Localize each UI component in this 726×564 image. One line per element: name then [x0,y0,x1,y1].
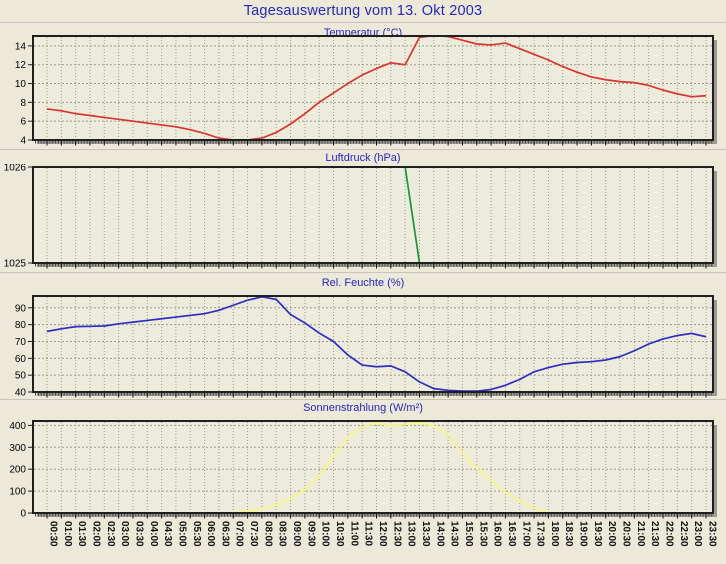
svg-text:18:30: 18:30 [563,521,574,547]
svg-text:17:00: 17:00 [520,521,531,547]
svg-text:02:00: 02:00 [90,521,101,547]
svg-text:6: 6 [20,117,26,128]
svg-text:20:30: 20:30 [621,521,632,547]
svg-text:200: 200 [9,465,26,476]
svg-text:12: 12 [15,60,27,71]
svg-text:00:30: 00:30 [48,521,59,547]
svg-text:04:30: 04:30 [162,521,173,547]
svg-text:13:00: 13:00 [406,521,417,547]
svg-text:4: 4 [20,136,26,147]
svg-text:11:00: 11:00 [348,521,359,546]
svg-text:90: 90 [15,303,27,314]
svg-text:23:00: 23:00 [692,521,703,547]
chart-title-radiation: Sonnenstrahlung (W/m²) [303,402,423,414]
separator-line [0,272,726,274]
svg-text:22:00: 22:00 [664,521,675,547]
svg-text:10:00: 10:00 [320,521,331,547]
separator-line [0,399,726,401]
svg-text:16:30: 16:30 [506,521,517,547]
svg-text:300: 300 [9,443,26,454]
chart-title-humidity: Rel. Feuchte (%) [321,277,405,289]
humidity-chart: 40 50 60 70 80 90 [15,295,717,399]
svg-text:10: 10 [15,79,27,90]
svg-text:1025: 1025 [4,259,27,270]
svg-text:15:00: 15:00 [463,521,474,547]
svg-text:80: 80 [15,320,27,331]
svg-text:08:30: 08:30 [277,521,288,547]
page-title: Tagesauswertung vom 13. Okt 2003 [243,3,483,19]
svg-text:18:00: 18:00 [549,521,560,547]
svg-text:02:30: 02:30 [105,521,116,547]
svg-text:03:30: 03:30 [133,521,144,547]
svg-text:09:00: 09:00 [291,521,302,547]
svg-text:70: 70 [15,337,27,348]
svg-text:20:00: 20:00 [606,521,617,547]
svg-text:22:30: 22:30 [678,521,689,547]
svg-text:400: 400 [9,421,26,432]
svg-text:14:30: 14:30 [449,521,460,547]
svg-text:19:00: 19:00 [578,521,589,547]
svg-text:14:00: 14:00 [434,521,445,547]
svg-text:01:30: 01:30 [76,521,87,547]
separator-line [0,22,726,24]
separator-line [0,149,726,151]
svg-text:23:30: 23:30 [707,521,718,547]
svg-text:10:30: 10:30 [334,521,345,547]
svg-text:07:30: 07:30 [248,521,259,547]
temperature-chart: 4 6 8 10 12 14 [15,35,717,147]
svg-text:8: 8 [20,98,26,109]
svg-text:100: 100 [9,487,26,498]
svg-text:12:00: 12:00 [377,521,388,547]
svg-text:13:30: 13:30 [420,521,431,547]
svg-text:01:00: 01:00 [62,521,73,547]
svg-text:40: 40 [15,388,27,399]
svg-text:60: 60 [15,354,27,365]
svg-text:21:30: 21:30 [649,521,660,547]
svg-text:07:00: 07:00 [234,521,245,547]
svg-text:12:30: 12:30 [391,521,402,547]
svg-text:05:30: 05:30 [191,521,202,547]
svg-text:19:30: 19:30 [592,521,603,547]
x-axis-time-labels: 00:30 01:00 01:30 02:00 02:30 03:00 03:30 04:00… [48,521,718,547]
svg-text:17:30: 17:30 [535,521,546,547]
svg-text:16:00: 16:00 [492,521,503,547]
svg-text:1026: 1026 [4,164,27,174]
svg-text:06:00: 06:00 [205,521,216,547]
svg-text:05:00: 05:00 [176,521,187,547]
svg-text:04:00: 04:00 [148,521,159,547]
chart-title-pressure: Luftdruck (hPa) [325,152,401,164]
svg-text:06:30: 06:30 [219,521,230,547]
svg-text:50: 50 [15,371,27,382]
radiation-chart: 0 100 200 300 400 [9,420,717,520]
svg-text:08:00: 08:00 [262,521,273,547]
svg-text:11:30: 11:30 [363,521,374,546]
svg-text:03:00: 03:00 [119,521,130,547]
svg-text:15:30: 15:30 [477,521,488,547]
svg-text:14: 14 [15,41,27,52]
svg-text:09:30: 09:30 [305,521,316,547]
svg-text:0: 0 [20,509,26,520]
svg-text:21:00: 21:00 [635,521,646,547]
pressure-chart: 1025 1026 [4,164,717,270]
